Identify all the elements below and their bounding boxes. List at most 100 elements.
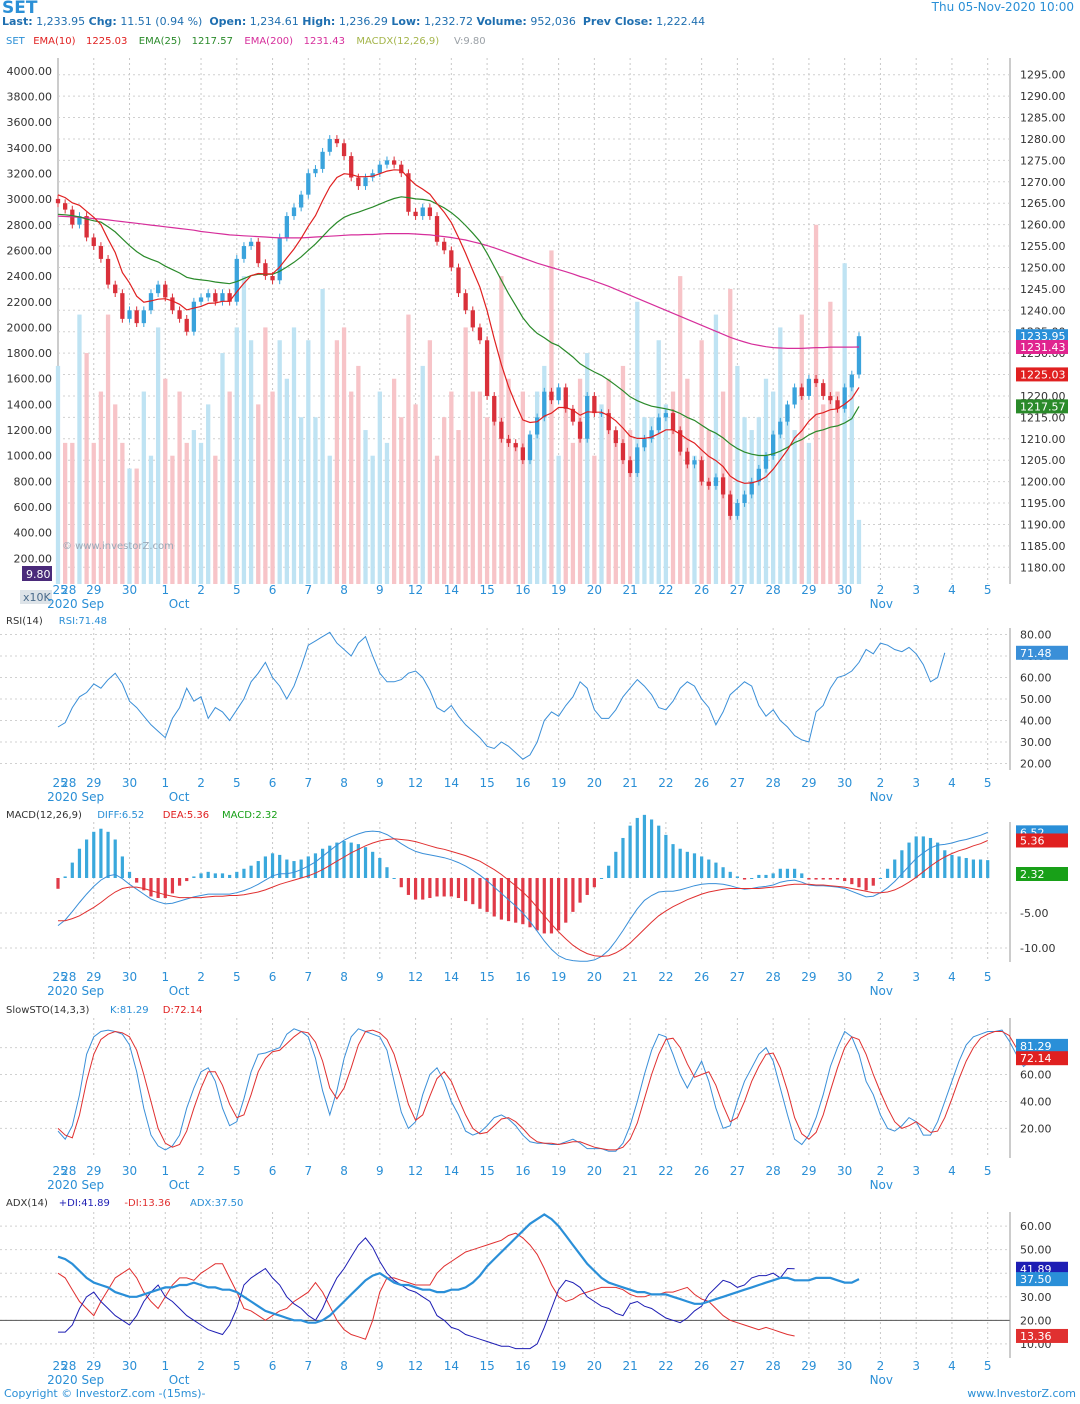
price-date-tick: 28	[766, 583, 781, 597]
volume-bar	[377, 391, 382, 584]
volume-bar	[556, 455, 561, 584]
adx-legend-item: -DI:13.36	[124, 1198, 170, 1209]
sto-legend-item: K:81.29	[110, 1005, 149, 1016]
macd-hist-bar	[750, 878, 754, 879]
volume-bar	[406, 314, 411, 584]
adx-date-tick: 30	[837, 1359, 852, 1373]
sto-date-tick: 4	[948, 1164, 956, 1178]
high-label: High:	[302, 15, 336, 28]
volume-bar	[70, 442, 75, 584]
macd-date-tick: 28	[766, 970, 781, 984]
volume-bar	[635, 301, 640, 584]
candle-body	[749, 481, 754, 495]
macd-hist-bar	[378, 857, 382, 878]
rsi-legend-item: RSI(14)	[6, 616, 43, 627]
price-legend-item: 1231.43	[304, 36, 345, 47]
price-y-tick: 1205.00	[1020, 454, 1066, 467]
macd-hist-bar	[106, 831, 110, 878]
macd-hist-bar	[771, 873, 775, 878]
candle-body	[835, 400, 840, 409]
rsi-date-tick: 28	[61, 776, 76, 790]
open-label: Open:	[209, 15, 247, 28]
volume-bar	[163, 378, 168, 584]
macd-hist-bar	[757, 874, 761, 878]
volume-bar	[663, 404, 669, 584]
volume-bar	[248, 340, 254, 584]
macd-hist-bar	[914, 836, 918, 878]
macd-hist-bar	[807, 878, 811, 880]
candle-body	[377, 164, 382, 174]
rsi-date-tick: 2	[877, 776, 885, 790]
sto-date-tick: 25	[53, 1164, 68, 1178]
rsi-date-tick: 9	[376, 776, 384, 790]
adx-legend-item: ADX(14)	[6, 1198, 48, 1209]
volume-bar	[835, 391, 840, 584]
macd-hist-bar	[943, 850, 947, 878]
macd-hist-bar	[957, 856, 961, 878]
volume-bar	[206, 404, 211, 584]
macd-date-tick: 14	[444, 970, 459, 984]
sto-date-tick: 8	[340, 1164, 348, 1178]
rsi-y-tick: 50.00	[1020, 693, 1052, 706]
price-badge: 1231.43	[1020, 341, 1066, 354]
macd-hist-bar	[77, 848, 82, 878]
candle-body	[678, 430, 683, 452]
volume-y-tick: 400.00	[14, 527, 53, 540]
macd-hist-bar	[621, 837, 625, 878]
price-y-tick: 1250.00	[1020, 261, 1066, 274]
candle-body	[306, 173, 311, 195]
macd-hist-bar	[685, 851, 689, 878]
candle-body	[413, 211, 418, 217]
rsi-date-tick: 8	[340, 776, 348, 790]
price-date-tick: 14	[444, 583, 459, 597]
adx-date-tick: 27	[730, 1359, 745, 1373]
macd-diff-line	[57, 830, 988, 962]
volume-bar	[134, 468, 139, 584]
macd-date-tick: 29	[86, 970, 101, 984]
price-y-tick: 1180.00	[1020, 561, 1066, 574]
volume-bar	[77, 314, 82, 584]
macd-date-tick: 5	[233, 970, 241, 984]
price-legend-item: EMA(200)	[244, 36, 293, 47]
volume-label: Volume:	[476, 15, 527, 28]
rsi-y-tick: 20.00	[1020, 758, 1052, 771]
price-date-tick: 12	[408, 583, 423, 597]
candle-body	[227, 293, 232, 302]
volume-bar	[735, 365, 740, 584]
low-label: Low:	[391, 15, 421, 28]
volume-bar	[91, 442, 96, 584]
volume-bar	[599, 404, 604, 584]
volume-bar	[849, 378, 854, 584]
price-y-tick: 1195.00	[1020, 497, 1066, 510]
macd-hist-bar	[499, 878, 503, 920]
volume-y-tick: 1800.00	[7, 347, 53, 360]
price-y-tick: 1290.00	[1020, 90, 1066, 103]
candle-body	[163, 284, 168, 298]
price-y-tick: 1255.00	[1020, 240, 1066, 253]
price-y-tick: 1275.00	[1020, 154, 1066, 167]
candle-body	[535, 417, 540, 435]
macd-hist-bar	[113, 839, 117, 878]
macd-hist-bar	[435, 878, 439, 897]
macd-hist-bar	[721, 867, 725, 878]
candle-body	[663, 413, 669, 418]
macd-hist-bar	[521, 878, 525, 925]
macd-hist-bar	[256, 861, 260, 878]
macd-date-tick: 26	[694, 970, 709, 984]
sto-y-tick: 60.00	[1020, 1069, 1052, 1082]
volume-bar	[828, 301, 833, 584]
volume-bar	[370, 455, 375, 584]
candle-body	[527, 434, 533, 461]
macd-hist-bar	[907, 842, 911, 878]
website-link[interactable]: www.InvestorZ.com	[967, 1387, 1076, 1400]
macd-date-tick: 29	[801, 970, 816, 984]
macd-badge: 2.32	[1020, 868, 1045, 881]
rsi-badge-bg	[1016, 645, 1068, 660]
last-value: 1,233.95	[36, 15, 86, 28]
volume-bar	[334, 340, 340, 584]
volume-bar	[413, 404, 418, 584]
macd-hist-bar	[828, 878, 832, 880]
macd-hist-bar	[206, 871, 210, 878]
rsi-period-label: 2020 Sep	[47, 790, 104, 804]
adx-date-tick: 28	[766, 1359, 781, 1373]
